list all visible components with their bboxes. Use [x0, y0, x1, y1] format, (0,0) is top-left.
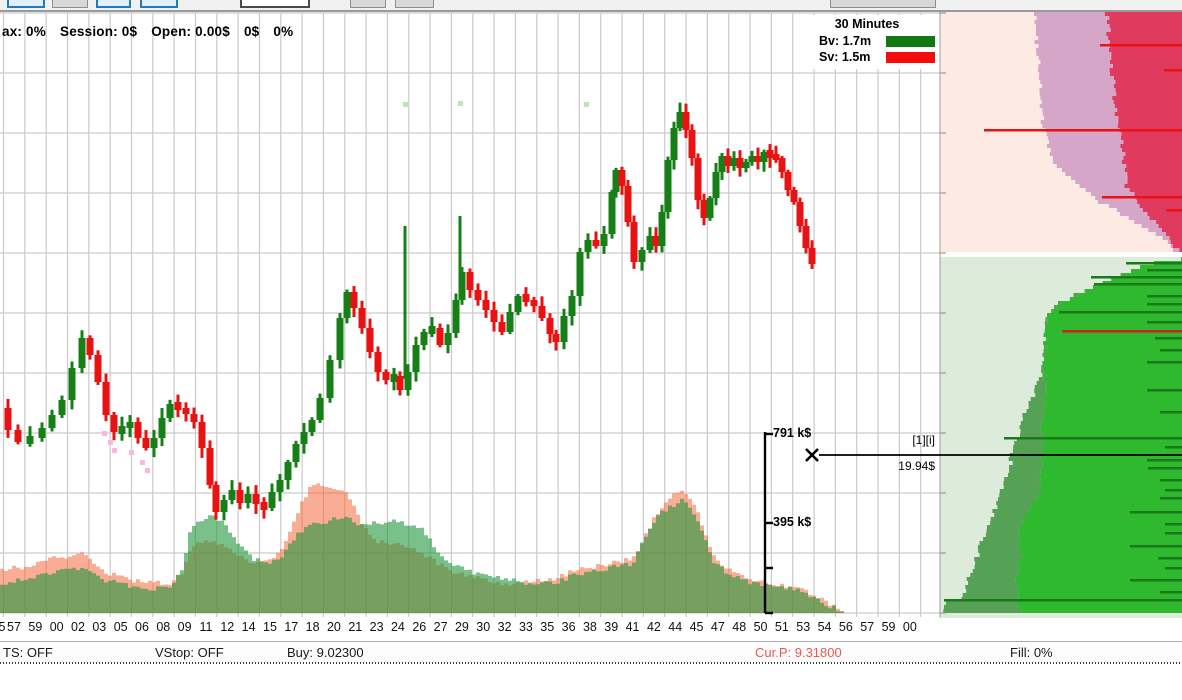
volume-scale-label-791k: 791 k$ [773, 426, 812, 440]
toolbar-button-2[interactable] [52, 0, 88, 8]
x-axis-label: 08 [156, 620, 171, 634]
x-axis-label: 39 [604, 620, 619, 634]
volume-legend: 30 Minutes Bv: 1.7m Sv: 1.5m [797, 15, 937, 69]
x-axis-label: 29 [454, 620, 469, 634]
x-axis-label: 00 [902, 620, 917, 634]
toolbar-button-1[interactable] [7, 0, 45, 8]
volume-scale [763, 432, 773, 615]
x-axis-label: 5 [0, 620, 6, 634]
x-axis-label: 50 [753, 620, 768, 634]
buy-volume-swatch [886, 35, 935, 47]
status-bar-divider [0, 662, 1182, 664]
max-percent-label: ax: 0% [2, 24, 46, 39]
x-axis-label: 14 [241, 620, 256, 634]
x-axis-label: 26 [412, 620, 427, 634]
x-axis-label: 45 [689, 620, 704, 634]
x-axis-label: 15 [263, 620, 277, 634]
x-axis-label: 51 [774, 620, 789, 634]
x-axis-label: 48 [732, 620, 747, 634]
trailing-stop-status: TS: OFF [3, 645, 53, 660]
volume-scale-label-395k: 395 k$ [773, 515, 812, 529]
session-label: Session: 0$ [59, 24, 138, 39]
x-axis-label: 11 [199, 620, 213, 634]
x-axis-label: 54 [817, 620, 832, 634]
x-axis-label: 38 [582, 620, 597, 634]
crosshair-price-label: 19.94$ [898, 459, 935, 473]
x-axis-label: 47 [710, 620, 725, 634]
toolbar-button-5[interactable] [350, 0, 386, 8]
x-axis-label: 53 [796, 620, 811, 634]
candles [4, 101, 816, 521]
buy-volume-label: Bv: 1.7m [819, 34, 872, 48]
x-axis-label: 02 [71, 620, 85, 634]
x-axis-label: 23 [369, 620, 384, 634]
x-axis-label: 56 [838, 620, 853, 634]
volume-areas [0, 483, 845, 613]
x-axis-label: 35 [540, 620, 555, 634]
toolbar-button-6[interactable] [395, 0, 434, 8]
legend-buy-volume-row: Bv: 1.7m [797, 33, 937, 49]
x-axis-label: 33 [518, 620, 533, 634]
crosshair-id-label: [1][i] [912, 433, 935, 447]
buy-price-status: Buy: 9.02300 [287, 645, 364, 660]
toolbar-combobox[interactable] [240, 0, 310, 8]
x-axis-label: 00 [49, 620, 64, 634]
depth-of-market-panel[interactable] [939, 0, 1182, 618]
x-axis-label: 06 [135, 620, 149, 634]
status-bar: TS: OFF VStop: OFF Buy: 9.02300 Cur.P: 9… [0, 641, 1182, 663]
x-axis-label: 44 [668, 620, 683, 634]
x-axis-label: 03 [92, 620, 107, 634]
top-toolbar [0, 0, 1182, 12]
legend-sell-volume-row: Sv: 1.5m [797, 49, 937, 65]
x-axis-label: 59 [881, 620, 896, 634]
x-axis-label: 20 [326, 620, 341, 634]
toolbar-button-3[interactable] [96, 0, 131, 8]
sell-volume-label: Sv: 1.5m [819, 50, 871, 64]
x-axis-label: 57 [860, 620, 875, 634]
x-axis-label: 24 [390, 620, 405, 634]
open-value-label: 0$ [243, 24, 260, 39]
toolbar-button-7[interactable] [830, 0, 936, 8]
x-axis-label: 41 [625, 620, 640, 634]
x-axis-label: 21 [348, 620, 363, 634]
fill-status: Fill: 0% [1010, 645, 1053, 660]
open-percent-label: 0% [273, 24, 294, 39]
x-axis-label: 27 [433, 620, 448, 634]
sell-volume-swatch [886, 51, 935, 63]
time-axis: 5 57 59 00 02 03 05 06 08 09 11 12 14 15 17 18 20 21 23 24 2… [0, 617, 940, 641]
session-info-bar: ax: 0% Session: 0$ Open: 0.00$ 0$ 0% [2, 24, 293, 39]
crosshair-marker[interactable] [805, 448, 1182, 462]
x-axis-label: 12 [220, 620, 235, 634]
x-axis-label: 57 [7, 620, 21, 634]
open-label: Open: 0.00$ [151, 24, 230, 39]
x-axis-label: 17 [284, 620, 299, 634]
x-axis-label: 36 [561, 620, 576, 634]
x-axis-label: 42 [646, 620, 661, 634]
x-axis-label: 32 [497, 620, 512, 634]
current-price-status: Cur.P: 9.31800 [755, 645, 842, 660]
x-axis-label: 05 [113, 620, 128, 634]
x-axis-label: 18 [305, 620, 320, 634]
vstop-status: VStop: OFF [155, 645, 224, 660]
x-axis-label: 59 [28, 620, 43, 634]
x-axis-label: 09 [177, 620, 192, 634]
grid [0, 12, 940, 617]
x-axis-label: 30 [476, 620, 491, 634]
legend-timeframe-title: 30 Minutes [834, 17, 900, 31]
toolbar-button-4[interactable] [140, 0, 178, 8]
